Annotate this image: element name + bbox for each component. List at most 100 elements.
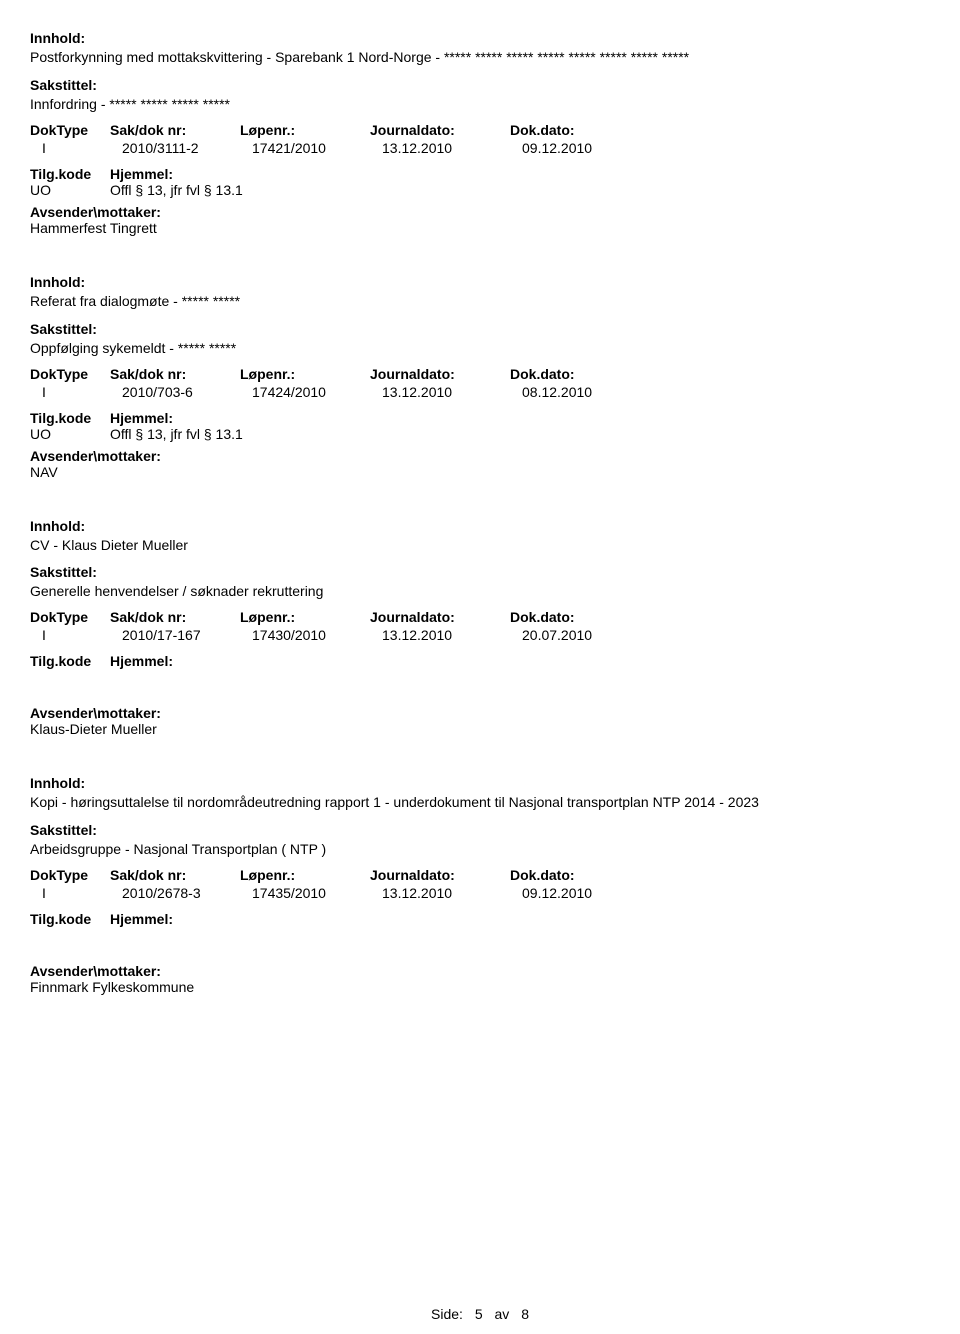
- meta-value-row: I 2010/17-167 17430/2010 13.12.2010 20.0…: [30, 627, 930, 643]
- tilgkode-value: UO: [30, 182, 110, 198]
- sakdok-value: 2010/703-6: [122, 384, 252, 400]
- avsender-value: Hammerfest Tingrett: [30, 220, 930, 236]
- sakdok-header: Sak/dok nr:: [110, 122, 240, 138]
- sakstittel-text: Generelle henvendelser / søknader rekrut…: [30, 582, 930, 601]
- avsender-label: Avsender\mottaker:: [30, 705, 930, 721]
- page-footer: Side: 5 av 8: [0, 1306, 960, 1322]
- journaldato-value: 13.12.2010: [382, 140, 522, 156]
- sakdok-value: 2010/2678-3: [122, 885, 252, 901]
- lopenr-value: 17424/2010: [252, 384, 382, 400]
- lopenr-value: 17435/2010: [252, 885, 382, 901]
- avsender-value: Klaus-Dieter Mueller: [30, 721, 930, 737]
- dokdato-value: 09.12.2010: [522, 140, 662, 156]
- lopenr-header: Løpenr.:: [240, 366, 370, 382]
- meta-header-row: DokType Sak/dok nr: Løpenr.: Journaldato…: [30, 366, 930, 382]
- sakdok-header: Sak/dok nr:: [110, 867, 240, 883]
- tilgkode-value: [30, 927, 110, 945]
- avsender-value: NAV: [30, 464, 930, 480]
- lopenr-header: Løpenr.:: [240, 122, 370, 138]
- meta-header-row: DokType Sak/dok nr: Løpenr.: Journaldato…: [30, 867, 930, 883]
- meta-value-row: I 2010/2678-3 17435/2010 13.12.2010 09.1…: [30, 885, 930, 901]
- page: Innhold: Postforkynning med mottakskvitt…: [0, 0, 960, 1334]
- innhold-label: Innhold:: [30, 30, 930, 46]
- doktype-header: DokType: [30, 366, 110, 382]
- footer-page: 5: [475, 1306, 483, 1322]
- tilgkode-header: Tilg.kode: [30, 410, 110, 426]
- sakstittel-text: Innfordring - ***** ***** ***** *****: [30, 95, 930, 114]
- journal-entry: Innhold: Postforkynning med mottakskvitt…: [30, 30, 930, 236]
- sakdok-value: 2010/17-167: [122, 627, 252, 643]
- journaldato-value: 13.12.2010: [382, 627, 522, 643]
- tilgkode-header: Tilg.kode: [30, 911, 110, 927]
- doktype-value: I: [30, 384, 122, 400]
- tilg-header-row: Tilg.kode Hjemmel:: [30, 410, 930, 426]
- lopenr-value: 17421/2010: [252, 140, 382, 156]
- lopenr-header: Løpenr.:: [240, 867, 370, 883]
- hjemmel-value: [110, 927, 930, 945]
- hjemmel-value: Offl § 13, jfr fvl § 13.1: [110, 182, 930, 198]
- journaldato-header: Journaldato:: [370, 867, 510, 883]
- hjemmel-header: Hjemmel:: [110, 653, 930, 669]
- avsender-label: Avsender\mottaker:: [30, 204, 930, 220]
- innhold-text: Referat fra dialogmøte - ***** *****: [30, 292, 930, 311]
- dokdato-value: 09.12.2010: [522, 885, 662, 901]
- footer-sep: av: [495, 1306, 510, 1322]
- journaldato-header: Journaldato:: [370, 122, 510, 138]
- sakstittel-label: Sakstittel:: [30, 77, 930, 93]
- dokdato-header: Dok.dato:: [510, 366, 650, 382]
- innhold-text: CV - Klaus Dieter Mueller: [30, 536, 930, 555]
- tilg-header-row: Tilg.kode Hjemmel:: [30, 653, 930, 669]
- hjemmel-header: Hjemmel:: [110, 166, 930, 182]
- doktype-header: DokType: [30, 122, 110, 138]
- doktype-header: DokType: [30, 867, 110, 883]
- tilgkode-header: Tilg.kode: [30, 166, 110, 182]
- avsender-label: Avsender\mottaker:: [30, 448, 930, 464]
- sakdok-header: Sak/dok nr:: [110, 366, 240, 382]
- tilgkode-header: Tilg.kode: [30, 653, 110, 669]
- tilg-header-row: Tilg.kode Hjemmel:: [30, 911, 930, 927]
- tilg-value-row: [30, 669, 930, 687]
- doktype-header: DokType: [30, 609, 110, 625]
- sakstittel-label: Sakstittel:: [30, 564, 930, 580]
- hjemmel-value: [110, 669, 930, 687]
- meta-header-row: DokType Sak/dok nr: Løpenr.: Journaldato…: [30, 122, 930, 138]
- sakdok-header: Sak/dok nr:: [110, 609, 240, 625]
- innhold-text: Kopi - høringsuttalelse til nordområdeut…: [30, 793, 930, 812]
- dokdato-header: Dok.dato:: [510, 867, 650, 883]
- tilg-value-row: UO Offl § 13, jfr fvl § 13.1: [30, 426, 930, 442]
- tilg-header-row: Tilg.kode Hjemmel:: [30, 166, 930, 182]
- hjemmel-header: Hjemmel:: [110, 911, 930, 927]
- tilgkode-value: UO: [30, 426, 110, 442]
- doktype-value: I: [30, 885, 122, 901]
- meta-value-row: I 2010/703-6 17424/2010 13.12.2010 08.12…: [30, 384, 930, 400]
- tilg-value-row: UO Offl § 13, jfr fvl § 13.1: [30, 182, 930, 198]
- innhold-label: Innhold:: [30, 518, 930, 534]
- tilgkode-value: [30, 669, 110, 687]
- dokdato-header: Dok.dato:: [510, 122, 650, 138]
- sakstittel-text: Oppfølging sykemeldt - ***** *****: [30, 339, 930, 358]
- avsender-label: Avsender\mottaker:: [30, 963, 930, 979]
- sakstittel-label: Sakstittel:: [30, 822, 930, 838]
- journaldato-header: Journaldato:: [370, 609, 510, 625]
- sakdok-value: 2010/3111-2: [122, 140, 252, 156]
- hjemmel-header: Hjemmel:: [110, 410, 930, 426]
- avsender-value: Finnmark Fylkeskommune: [30, 979, 930, 995]
- journal-entry: Innhold: CV - Klaus Dieter Mueller Sakst…: [30, 518, 930, 738]
- innhold-label: Innhold:: [30, 274, 930, 290]
- sakstittel-text: Arbeidsgruppe - Nasjonal Transportplan (…: [30, 840, 930, 859]
- hjemmel-value: Offl § 13, jfr fvl § 13.1: [110, 426, 930, 442]
- tilg-value-row: [30, 927, 930, 945]
- doktype-value: I: [30, 140, 122, 156]
- meta-header-row: DokType Sak/dok nr: Løpenr.: Journaldato…: [30, 609, 930, 625]
- doktype-value: I: [30, 627, 122, 643]
- innhold-text: Postforkynning med mottakskvittering - S…: [30, 48, 930, 67]
- lopenr-value: 17430/2010: [252, 627, 382, 643]
- sakstittel-label: Sakstittel:: [30, 321, 930, 337]
- journaldato-value: 13.12.2010: [382, 384, 522, 400]
- journal-entry: Innhold: Referat fra dialogmøte - ***** …: [30, 274, 930, 480]
- innhold-label: Innhold:: [30, 775, 930, 791]
- footer-total: 8: [521, 1306, 529, 1322]
- lopenr-header: Løpenr.:: [240, 609, 370, 625]
- dokdato-value: 08.12.2010: [522, 384, 662, 400]
- dokdato-header: Dok.dato:: [510, 609, 650, 625]
